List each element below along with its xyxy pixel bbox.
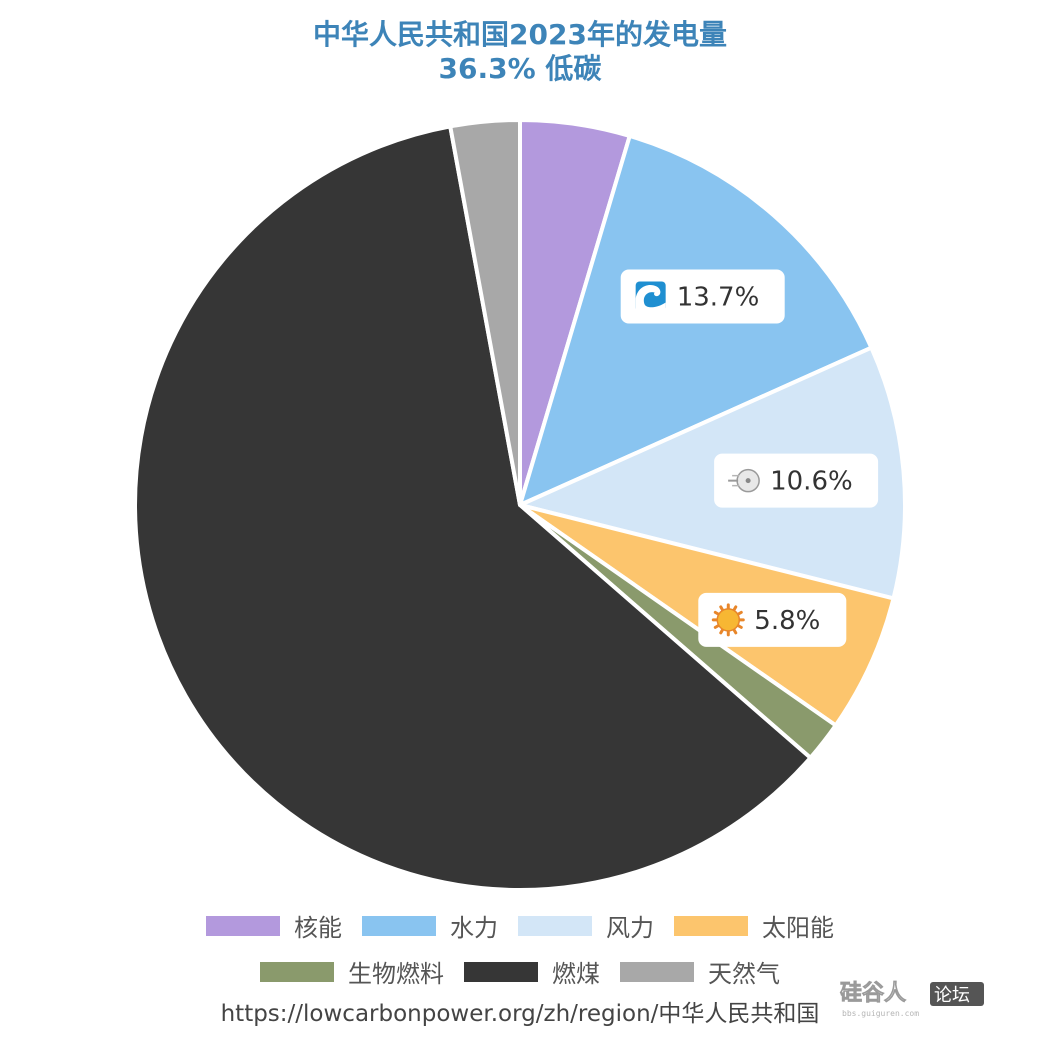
data-label-text: 5.8% bbox=[754, 606, 820, 636]
source-url[interactable]: https://lowcarbonpower.org/zh/region/中华人… bbox=[220, 1001, 820, 1027]
legend-label: 风力 bbox=[606, 914, 654, 942]
svg-text:论坛: 论坛 bbox=[934, 985, 970, 1006]
data-label-text: 10.6% bbox=[770, 467, 853, 497]
data-label-hydro: 13.7% bbox=[620, 269, 785, 324]
legend-swatch bbox=[464, 961, 538, 982]
data-label-text: 13.7% bbox=[677, 283, 760, 313]
svg-text:硅谷人: 硅谷人 bbox=[840, 981, 906, 1006]
legend-label: 核能 bbox=[294, 914, 342, 942]
legend-item-wind[interactable]: 风力 bbox=[518, 908, 654, 943]
pie-slice-gas[interactable] bbox=[448, 118, 522, 507]
pie-slice-coal[interactable] bbox=[133, 124, 813, 892]
legend-item-biofuel[interactable]: 生物燃料 bbox=[260, 954, 444, 989]
legend-row-2: 生物燃料 燃煤 天然气 bbox=[0, 954, 1040, 989]
sun-icon bbox=[711, 603, 745, 637]
legend-label: 生物燃料 bbox=[348, 960, 444, 988]
pie-slice-wind[interactable] bbox=[518, 345, 907, 601]
watermark-logo: 硅谷人 论坛 bbs.guiguren.com bbox=[840, 981, 984, 1018]
legend-label: 天然气 bbox=[708, 960, 780, 988]
svg-text:bbs.guiguren.com: bbs.guiguren.com bbox=[842, 1009, 919, 1018]
legend-item-coal[interactable]: 燃煤 bbox=[464, 954, 600, 989]
wind-icon bbox=[728, 468, 760, 493]
data-label-solar: 5.8% bbox=[698, 592, 847, 647]
legend-swatch bbox=[620, 961, 694, 982]
data-label-wind: 10.6% bbox=[714, 453, 879, 508]
data-label-box bbox=[714, 453, 879, 508]
pie-data-labels: 13.7% 10.6% 5.8% bbox=[620, 269, 879, 647]
water-wave-icon bbox=[635, 281, 666, 312]
legend-swatch bbox=[518, 915, 592, 936]
legend-label: 燃煤 bbox=[552, 960, 600, 988]
legend-item-solar[interactable]: 太阳能 bbox=[674, 908, 834, 943]
legend-label: 太阳能 bbox=[762, 914, 834, 942]
pie-chart: 13.7% 10.6% 5.8% bbox=[133, 118, 907, 892]
legend-swatch bbox=[260, 961, 334, 982]
chart-title: 中华人民共和国2023年的发电量 bbox=[313, 18, 727, 51]
legend-row-1: 核能 水力 风力 太阳能 bbox=[0, 908, 1040, 943]
chart-title-block: 中华人民共和国2023年的发电量 36.3% 低碳 bbox=[0, 18, 1040, 86]
legend-swatch bbox=[674, 915, 748, 936]
legend-swatch bbox=[362, 915, 436, 936]
legend-label: 水力 bbox=[450, 914, 498, 942]
chart-subtitle: 36.3% 低碳 bbox=[438, 52, 602, 85]
legend-swatch bbox=[206, 915, 280, 936]
legend-item-nuclear[interactable]: 核能 bbox=[206, 908, 342, 943]
legend-item-hydro[interactable]: 水力 bbox=[362, 908, 498, 943]
legend-item-gas[interactable]: 天然气 bbox=[620, 954, 780, 989]
